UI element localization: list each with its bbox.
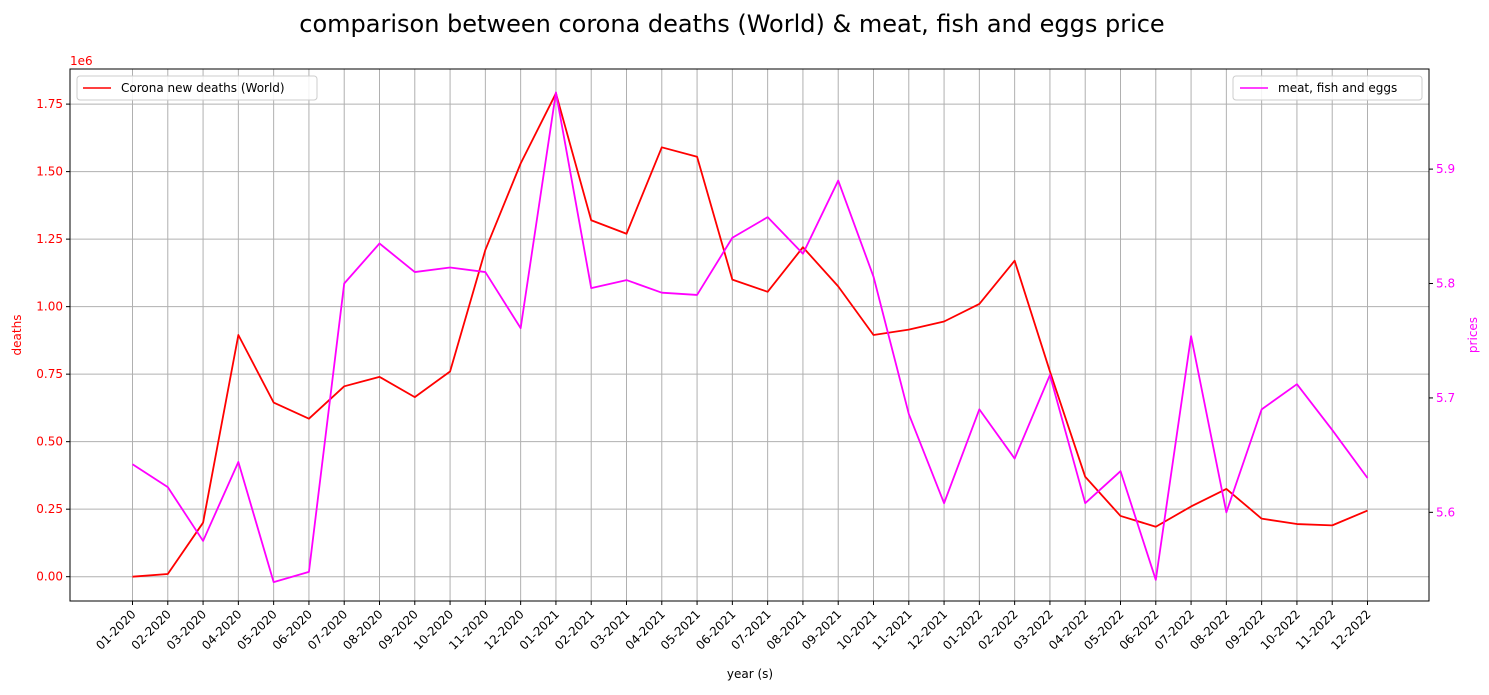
right-axis: 5.6 5.7 5.8 5.9: [1429, 162, 1455, 519]
y-left-tick-label: 1.50: [36, 165, 63, 179]
y-left-tick-label: 1.00: [36, 300, 63, 314]
y-left-tick-label: 1.25: [36, 232, 63, 246]
y-left-tick-label: 0.00: [36, 570, 63, 584]
legend-left-label: Corona new deaths (World): [121, 81, 285, 95]
legend-right-box: [1232, 75, 1423, 101]
y-right-tick-label: 5.7: [1436, 391, 1455, 405]
plot-frame: [69, 68, 1430, 602]
grid-layer: [70, 69, 1429, 601]
series-line-corona-deaths: [132, 92, 1368, 578]
x-axis: 01-202002-202003-202004-202005-202006-20…: [93, 601, 1374, 653]
legend-right-label: meat, fish and eggs: [1278, 81, 1397, 95]
y-left-tick-label: 1.75: [36, 97, 63, 111]
legend-right: meat, fish and eggs: [1232, 75, 1423, 101]
x-axis-label: year (s): [727, 667, 773, 681]
y-left-tick-label: 0.50: [36, 435, 63, 449]
y-right-tick-label: 5.6: [1436, 505, 1455, 519]
legend-left: Corona new deaths (World): [76, 75, 318, 101]
chart-title: comparison between corona deaths (World)…: [299, 10, 1164, 38]
y-left-tick-label: 0.75: [36, 367, 63, 381]
legend-left-box: [76, 75, 318, 101]
left-axis-offset-label: 1e6: [70, 54, 93, 68]
series-layer: [132, 91, 1369, 584]
y-axis-left-label: deaths: [10, 315, 24, 356]
y-axis-right-label: prices: [1466, 317, 1480, 353]
y-right-tick-label: 5.9: [1436, 162, 1455, 176]
y-left-tick-label: 0.25: [36, 502, 63, 516]
y-right-tick-label: 5.8: [1436, 277, 1455, 291]
left-axis: 0.00 0.25 0.50 0.75 1.00 1.25 1.50 1.75: [36, 97, 70, 584]
series-line-meat-fish-eggs: [132, 91, 1369, 584]
